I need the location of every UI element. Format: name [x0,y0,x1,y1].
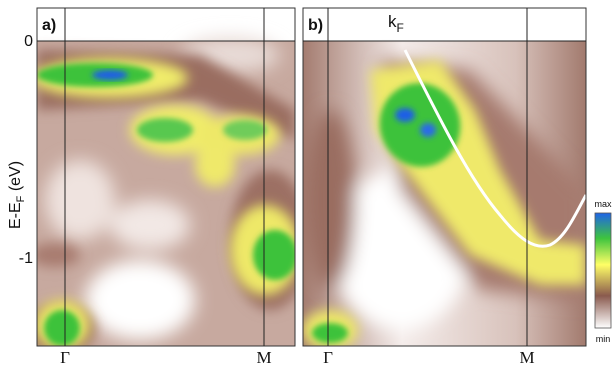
panel-a-frame [36,7,296,347]
panel-b-m-tick: M [519,348,534,367]
y-axis-label-main: E-E [7,202,24,229]
kf-label: kF [388,12,404,35]
colorbar: max min [594,199,612,344]
panel-a-intensity-map [37,8,295,346]
panel-a: a) Γ M [36,7,296,367]
colorbar-max-label: max [594,199,612,209]
panel-b-intensity-map [303,8,586,346]
y-axis: 0 -1 E-EF (eV) [7,33,33,267]
panel-a-label: a) [42,17,56,34]
panel-b-gamma-tick: Γ [323,348,333,367]
kf-label-sub: F [397,21,404,35]
panel-a-gamma-tick: Γ [60,348,70,367]
y-axis-label-unit: (eV) [7,161,24,196]
panel-a-m-tick: M [256,348,271,367]
kf-label-main: k [388,12,397,31]
y-tick-0: 0 [24,33,33,50]
y-axis-label-sub: F [15,195,27,202]
panel-b-frame [302,7,587,347]
panel-b: b) kF Γ M [302,7,587,367]
colorbar-min-label: min [596,334,611,344]
y-axis-label: E-EF (eV) [7,161,27,229]
y-tick-minus1: -1 [19,250,33,267]
colorbar-gradient [594,212,612,329]
panel-b-label: b) [308,17,323,34]
kf-dispersion-curve [403,49,586,248]
